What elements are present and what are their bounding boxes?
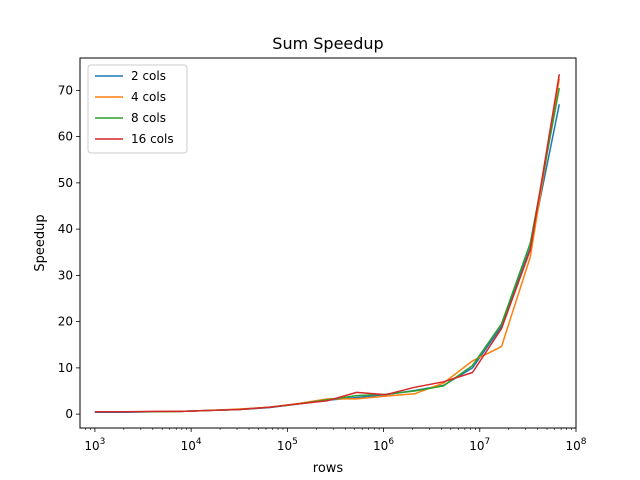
legend-label: 4 cols: [131, 90, 166, 104]
x-axis-label: rows: [313, 461, 344, 476]
x-tick-label: 106: [373, 437, 394, 453]
series-line-4: [94, 74, 561, 413]
y-tick-label: 30: [58, 268, 73, 282]
y-tick-label: 0: [65, 407, 73, 421]
plot-frame: [79, 57, 577, 429]
legend-label: 16 cols: [131, 132, 174, 146]
y-tick-label: 70: [58, 83, 73, 97]
legend-label: 8 cols: [131, 111, 166, 125]
y-axis-label: Speedup: [33, 214, 48, 271]
x-axis-ticks: 103 104 105 106 107 108: [84, 428, 587, 453]
plot-lines: [94, 74, 561, 414]
y-tick-label: 10: [58, 361, 73, 375]
chart-title: Sum Speedup: [272, 34, 383, 53]
y-tick-label: 50: [58, 176, 73, 190]
x-tick-label: 105: [277, 437, 298, 453]
y-tick-label: 20: [58, 315, 73, 329]
x-tick-label: 108: [565, 437, 586, 453]
y-tick-label: 60: [58, 130, 73, 144]
legend-box: [87, 64, 188, 154]
x-tick-label: 107: [469, 437, 490, 453]
y-axis-ticks: 0 10 20 30 40 50 60 70: [58, 83, 80, 421]
x-tick-label: 103: [84, 437, 105, 453]
y-tick-label: 40: [58, 222, 73, 236]
x-tick-label: 104: [181, 437, 202, 453]
legend: 2 cols 4 cols 8 cols 16 cols: [87, 64, 188, 154]
legend-label: 2 cols: [131, 69, 166, 83]
